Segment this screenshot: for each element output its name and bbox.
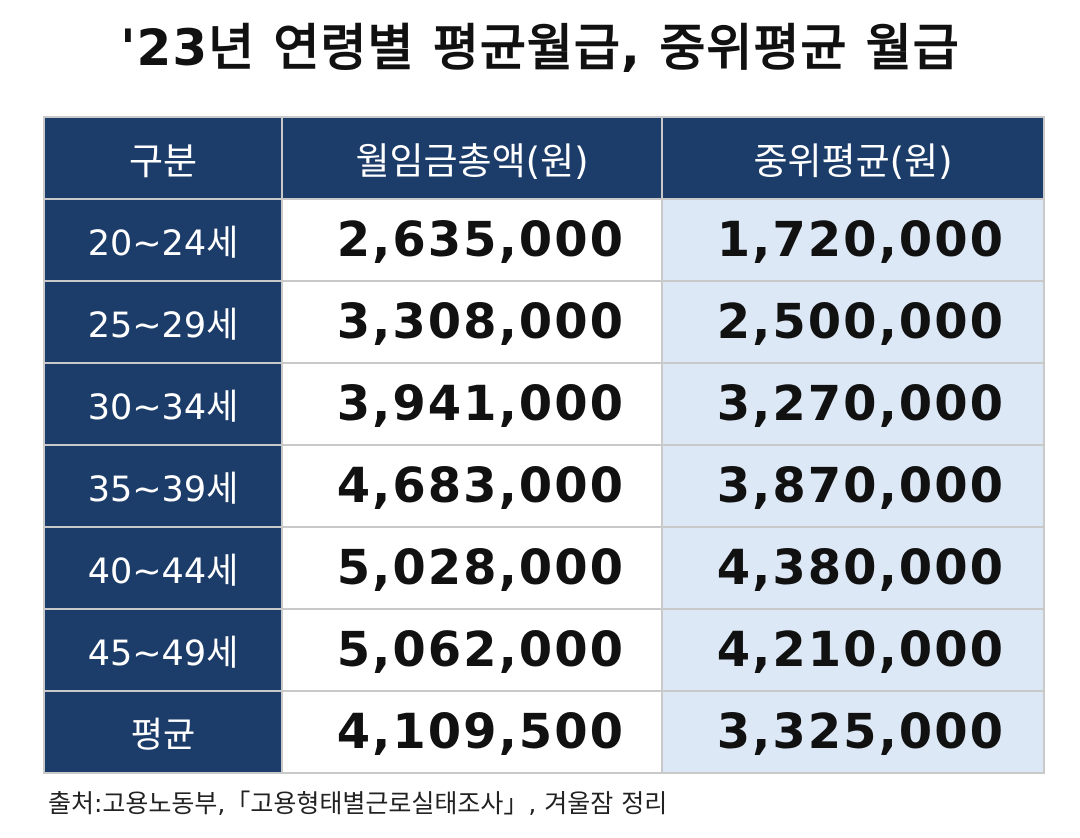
row-total-wage: 3,941,000: [281, 362, 663, 446]
row-total-wage: 5,062,000: [281, 608, 663, 692]
row-total-wage: 3,308,000: [281, 280, 663, 364]
table-row: 45~49세 5,062,000 4,210,000: [43, 608, 1045, 692]
row-median-wage: 2,500,000: [661, 280, 1045, 364]
row-total-wage: 5,028,000: [281, 526, 663, 610]
row-median-wage: 3,270,000: [661, 362, 1045, 446]
salary-table: 구분 월임금총액(원) 중위평균(원) 20~24세 2,635,000 1,7…: [43, 116, 1045, 774]
page-title: '23년 연령별 평균월급, 중위평균 월급: [120, 19, 960, 77]
row-category: 20~24세: [43, 198, 283, 282]
row-total-wage: 4,683,000: [281, 444, 663, 528]
row-median-wage: 3,325,000: [661, 690, 1045, 774]
source-note: 출처:고용노동부,「고용형태별근로실태조사」, 겨울잠 정리: [48, 789, 668, 818]
row-category: 30~34세: [43, 362, 283, 446]
table-row: 40~44세 5,028,000 4,380,000: [43, 526, 1045, 610]
row-median-wage: 1,720,000: [661, 198, 1045, 282]
row-median-wage: 4,380,000: [661, 526, 1045, 610]
header-category: 구분: [43, 116, 283, 200]
table-row: 20~24세 2,635,000 1,720,000: [43, 198, 1045, 282]
table-row: 30~34세 3,941,000 3,270,000: [43, 362, 1045, 446]
table-row-average: 평균 4,109,500 3,325,000: [43, 690, 1045, 774]
row-category: 40~44세: [43, 526, 283, 610]
row-category: 35~39세: [43, 444, 283, 528]
row-category: 25~29세: [43, 280, 283, 364]
row-total-wage: 4,109,500: [281, 690, 663, 774]
header-total-wage: 월임금총액(원): [281, 116, 663, 200]
header-median-wage: 중위평균(원): [661, 116, 1045, 200]
row-category: 45~49세: [43, 608, 283, 692]
row-total-wage: 2,635,000: [281, 198, 663, 282]
row-median-wage: 4,210,000: [661, 608, 1045, 692]
row-median-wage: 3,870,000: [661, 444, 1045, 528]
table-row: 25~29세 3,308,000 2,500,000: [43, 280, 1045, 364]
row-category: 평균: [43, 690, 283, 774]
table-row: 35~39세 4,683,000 3,870,000: [43, 444, 1045, 528]
table-header-row: 구분 월임금총액(원) 중위평균(원): [43, 116, 1045, 200]
